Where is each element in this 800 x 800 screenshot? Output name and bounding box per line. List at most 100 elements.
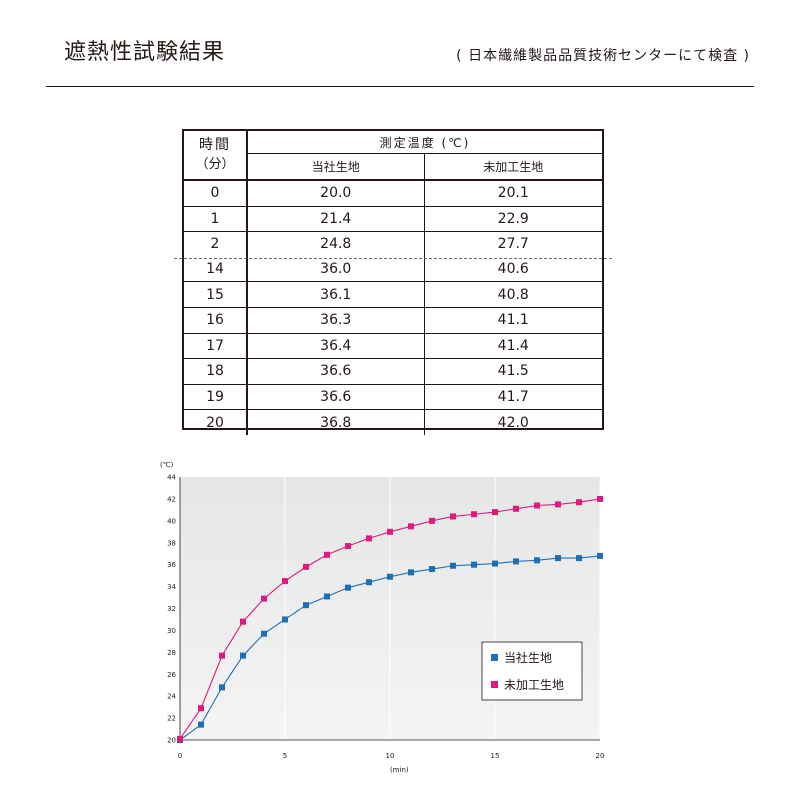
table-row: 19 36.6 41.7 [184,384,602,411]
data-point [534,502,540,509]
legend-swatch-untreated-fabric [491,681,498,688]
our-fabric-cell: 36.6 [247,384,425,411]
data-point [576,555,582,562]
our-fabric-cell: 36.4 [247,333,425,360]
y-tick-label: 26 [167,671,176,679]
table-row: 18 36.6 41.5 [184,358,602,385]
data-point [387,573,393,580]
time-header: 時間 （分） [184,131,248,181]
data-point [324,551,330,558]
data-point [240,652,246,659]
legend-swatch-our-fabric [491,654,498,661]
y-tick-label: 44 [167,474,176,482]
data-point [303,563,309,570]
legend-label-our-fabric: 当社生地 [504,650,552,665]
our-fabric-cell: 36.8 [247,409,425,435]
x-tick-label: 20 [596,752,605,760]
page-title: 遮熱性試験結果 [64,40,226,65]
x-tick-label: 0 [178,752,182,760]
our-fabric-cell: 20.0 [247,180,425,207]
data-point [345,584,351,591]
untreated-fabric-cell: 40.6 [424,256,602,283]
untreated-fabric-cell: 42.0 [497,414,529,431]
table-row: 1 21.4 22.9 [184,206,602,233]
table-row: 15 36.1 40.8 [184,281,602,308]
our-fabric-cell: 36.3 [247,307,425,334]
our-fabric-cell: 36.0 [247,256,425,283]
table-body: 0 20.0 20.1 1 21.4 22.9 2 24.8 27.7 14 36.0 40.6 15 3… [184,180,602,435]
legend: 当社生地 未加工生地 [481,641,583,701]
x-tick-label: 5 [283,752,287,760]
our-fabric-cell: 36.1 [247,281,425,308]
untreated-fabric-cell: 20.1 [424,180,602,207]
data-point [597,552,603,559]
data-point [366,535,372,542]
data-point [324,593,330,600]
test-institution-note: ( 日本繊維製品品質技術センターにて検査 ) [456,48,750,64]
untreated-fabric-cell: 22.9 [424,206,602,233]
time-cell: 19 [184,384,248,411]
data-point [366,579,372,586]
y-tick-label: 36 [167,561,176,569]
data-point [576,499,582,506]
y-tick-label: 30 [167,627,176,635]
y-tick-label: 28 [167,649,176,657]
our-fabric-cell: 21.4 [247,206,425,233]
data-point [492,509,498,516]
data-point [177,735,183,742]
time-cell: 20 [184,409,248,435]
results-table: 時間 （分） 測定温度 (℃) 当社生地 未加工生地 0 20.0 20.1 1 21.… [184,131,602,435]
data-point [429,566,435,573]
y-tick-label: 20 [167,737,176,745]
time-cell: 0 [184,180,248,207]
x-axis-unit-label: (min) [390,766,409,774]
data-point [261,630,267,637]
y-tick-label: 24 [167,693,176,701]
legend-label-untreated-fabric: 未加工生地 [504,678,564,692]
measured-temperature-header: 測定温度 (℃) [247,131,602,155]
y-tick-labels: 20 22 24 26 28 30 32 34 36 38 40 42 44 [167,474,176,745]
untreated-fabric-cell: 41.5 [424,358,602,385]
data-point [219,684,225,691]
data-point [471,561,477,568]
data-point [303,602,309,609]
data-point [387,528,393,535]
data-point [450,513,456,520]
untreated-fabric-cell: 41.7 [424,384,602,411]
data-point [282,578,288,585]
data-point [471,511,477,518]
results-table-frame: 時間 （分） 測定温度 (℃) 当社生地 未加工生地 0 20.0 20.1 1 21.… [182,129,604,435]
y-tick-label: 32 [167,605,176,613]
data-point [282,616,288,623]
y-axis-unit-label: (℃) [160,461,174,469]
untreated-fabric-cell: 40.8 [424,281,602,308]
our-fabric-cell: 24.8 [247,231,425,257]
time-cell: 18 [184,358,248,385]
legend-box [481,641,583,701]
y-tick-label: 38 [167,539,176,547]
data-point [534,557,540,564]
data-point [492,560,498,567]
untreated-fabric-cell: 27.7 [497,236,529,253]
series-group [177,495,603,743]
data-point [513,505,519,512]
y-tick-label: 42 [167,495,176,503]
y-tick-label: 34 [167,583,176,591]
data-point [240,618,246,625]
title-divider [46,86,754,87]
data-point [261,595,267,602]
x-tick-labels: 0 5 10 15 20 [178,752,605,760]
table-row: 0 20.0 20.1 [184,180,602,207]
time-cell: 2 [184,231,248,257]
time-cell: 14 [184,256,248,283]
untreated-fabric-cell: 41.1 [424,307,602,334]
table-row: 16 36.3 41.1 [184,307,602,334]
data-point [408,569,414,576]
data-point [597,495,603,502]
data-point [219,652,225,659]
our-fabric-cell: 36.6 [247,358,425,385]
data-point [555,501,561,508]
data-point [198,705,204,712]
time-cell: 1 [184,206,248,233]
